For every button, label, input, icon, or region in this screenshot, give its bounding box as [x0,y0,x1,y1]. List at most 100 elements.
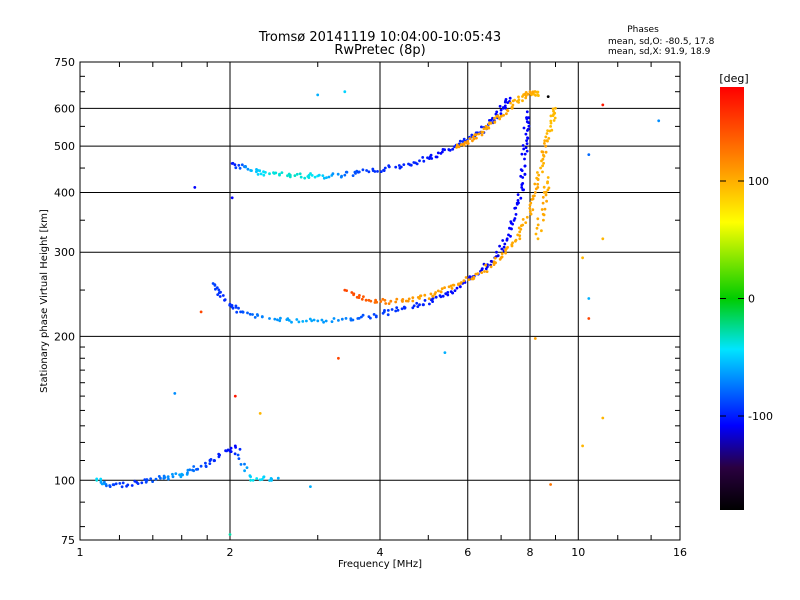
data-point [468,275,472,278]
data-point [554,106,557,110]
data-point [212,459,216,462]
data-point [553,116,557,120]
data-point [204,461,207,465]
data-point [472,137,476,141]
data-point [541,195,545,199]
y-tick-label: 400 [54,186,75,199]
data-point [462,137,466,141]
data-point [167,477,170,481]
data-point [459,281,463,284]
data-point [524,94,528,98]
data-point [373,170,377,173]
data-point [524,221,528,225]
data-point [130,484,134,487]
data-point [325,176,328,180]
data-point [411,296,415,299]
data-point [199,464,203,468]
data-point [215,286,219,290]
colorbar-tick-label: -100 [748,410,773,423]
data-point [350,291,354,294]
data-point [477,132,481,136]
data-point [278,319,282,323]
data-point [386,313,390,317]
data-point [502,245,506,249]
data-point [488,121,492,125]
data-point [457,145,461,149]
data-point [233,444,237,448]
data-point [268,317,271,320]
data-point [288,175,292,179]
data-point [230,304,234,307]
data-point [144,480,148,484]
data-point [601,237,605,241]
data-point [524,96,528,100]
data-point [482,127,486,130]
data-point [483,270,486,273]
data-point [344,170,348,174]
data-point [218,295,222,298]
data-point [260,315,264,319]
data-point [546,181,549,185]
data-point [471,135,475,139]
data-point [543,207,547,211]
data-point [496,254,500,258]
data-point [383,166,387,170]
data-point [299,175,303,179]
data-point [439,290,443,294]
data-point [517,95,520,99]
data-point [236,453,240,457]
data-point [503,104,507,108]
data-point [481,130,485,134]
data-point [301,320,305,323]
data-point [387,302,391,305]
data-point [499,108,503,112]
data-point [520,183,524,187]
data-point [369,316,372,320]
data-point [361,168,365,172]
data-point [480,133,484,137]
data-point [547,186,551,190]
data-point [330,320,334,323]
data-point [199,310,203,314]
data-point [390,308,394,311]
data-point [436,289,440,293]
data-point [453,289,457,292]
data-point [307,173,311,177]
data-point [260,478,264,481]
data-point [549,483,552,486]
data-point [468,137,472,140]
data-point [421,156,425,159]
data-point [493,256,497,260]
data-point [497,116,501,120]
data-point [506,101,510,104]
data-point [542,185,546,189]
data-point [193,186,197,189]
data-point [526,136,529,140]
data-point [517,101,520,104]
data-point [495,250,498,254]
data-point [533,93,536,96]
data-point [500,247,504,251]
chart-subtitle: RwPretec (8p) [334,43,425,58]
data-point [298,172,302,176]
y-tick-label: 300 [54,246,75,259]
data-point [429,292,433,296]
data-point [332,317,336,320]
data-point [499,114,503,118]
data-point [536,90,540,94]
data-point [287,319,291,322]
data-point [402,163,406,167]
data-point [434,295,438,299]
data-point [379,300,383,303]
data-point [121,481,125,485]
data-point [219,290,222,294]
data-point [382,169,386,173]
data-point [519,196,523,200]
data-point [305,319,308,323]
data-point [221,294,225,297]
data-point [191,468,194,472]
data-point [508,96,512,100]
data-point [411,299,415,303]
data-point [524,132,528,136]
data-point [541,212,545,216]
